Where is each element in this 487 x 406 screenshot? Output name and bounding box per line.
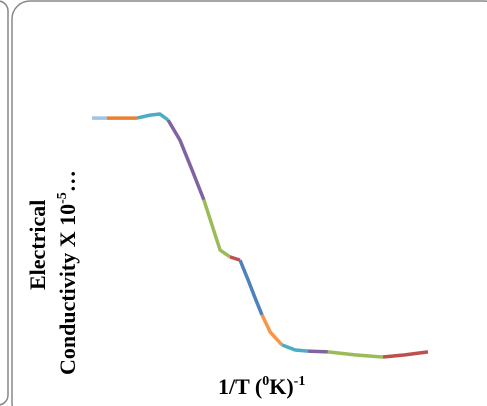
y-label-ellipsis: … xyxy=(55,170,80,192)
y-label-exponent: -5 xyxy=(55,192,70,204)
line-segment xyxy=(166,119,206,201)
y-label-text: Conductivity X 10 xyxy=(55,204,80,375)
x-label-text: 1/T ( xyxy=(218,374,262,399)
y-axis-label: Electrical xyxy=(25,200,50,290)
line-segment xyxy=(281,343,309,353)
line-segment xyxy=(238,259,264,316)
line-segment xyxy=(260,314,284,347)
line-segment xyxy=(327,350,384,359)
line-segment xyxy=(382,350,429,359)
left-panel xyxy=(0,0,9,406)
x-label-exponent: -1 xyxy=(294,374,306,389)
chart-panel xyxy=(11,0,487,406)
line-segment xyxy=(229,255,241,262)
line-segment xyxy=(136,112,170,122)
line-segment xyxy=(307,349,328,354)
y-label-line: Electrical xyxy=(25,200,50,290)
x-label-sup: 0 xyxy=(262,374,269,389)
y-axis-label: Conductivity X 10-5… xyxy=(55,170,80,375)
x-axis-label: 1/T (0K)-1 xyxy=(218,374,305,399)
x-label-text: K) xyxy=(269,374,293,399)
line-segment xyxy=(202,199,231,259)
